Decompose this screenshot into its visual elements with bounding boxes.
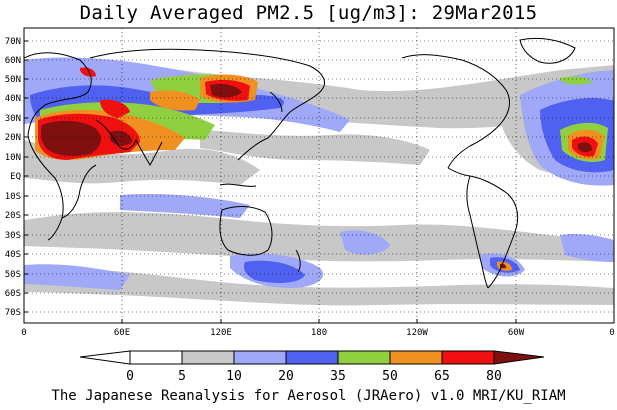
lat-label: 20N xyxy=(5,133,21,143)
colorbar-label: 35 xyxy=(330,369,346,384)
lat-label: 70S xyxy=(5,308,21,318)
map-title: Daily Averaged PM2.5 [ug/m3]: 29Mar2015 xyxy=(79,2,538,24)
lat-label: 60S xyxy=(5,289,21,299)
axis-ticks xyxy=(24,40,517,323)
colorbar: 0 5 10 20 35 50 65 80 xyxy=(79,350,545,384)
lon-label: 120E xyxy=(210,328,232,338)
colorbar-segment xyxy=(181,350,235,365)
longitude-labels: 0 60E 120E 180 120W 60W 0 xyxy=(21,328,614,338)
lat-label: 30S xyxy=(5,231,21,241)
lat-label: EQ xyxy=(10,172,21,182)
colorbar-segment xyxy=(233,350,287,365)
colorbar-label: 80 xyxy=(486,369,502,384)
credit-line: The Japanese Reanalysis for Aerosol (JRA… xyxy=(51,388,566,404)
pm25-field xyxy=(24,37,614,306)
lat-label: 70N xyxy=(5,37,21,47)
coastlines xyxy=(24,37,576,289)
lon-label: 60E xyxy=(114,328,130,338)
colorbar-label: 65 xyxy=(434,369,450,384)
colorbar-label: 50 xyxy=(382,369,398,384)
lat-label: 50S xyxy=(5,270,21,280)
lon-label: 0 xyxy=(609,328,614,338)
colorbar-max-arrow xyxy=(493,350,545,365)
colorbar-segment xyxy=(129,350,183,365)
lon-label: 120W xyxy=(406,328,428,338)
lat-label: 20S xyxy=(5,211,21,221)
colorbar-segment xyxy=(337,350,391,365)
lat-label: 30N xyxy=(5,114,21,124)
lat-label: 10N xyxy=(5,153,21,163)
lat-label: 50N xyxy=(5,75,21,85)
lat-label: 60N xyxy=(5,56,21,66)
colorbar-segment xyxy=(285,350,339,365)
lon-label: 60W xyxy=(508,328,525,338)
latitude-labels: 70N 60N 50N 40N 30N 20N 10N EQ 10S 20S 3… xyxy=(5,37,21,318)
colorbar-label: 10 xyxy=(226,369,242,384)
lon-label: 0 xyxy=(21,328,26,338)
lon-label: 180 xyxy=(311,328,327,338)
lat-label: 10S xyxy=(5,192,21,202)
colorbar-label: 5 xyxy=(178,369,186,384)
colorbar-label: 20 xyxy=(278,369,294,384)
colorbar-segment xyxy=(389,350,443,365)
lat-label: 40S xyxy=(5,250,21,260)
colorbar-segment xyxy=(441,350,495,365)
colorbar-min-arrow xyxy=(79,350,131,365)
lat-label: 40N xyxy=(5,94,21,104)
colorbar-label: 0 xyxy=(126,369,134,384)
